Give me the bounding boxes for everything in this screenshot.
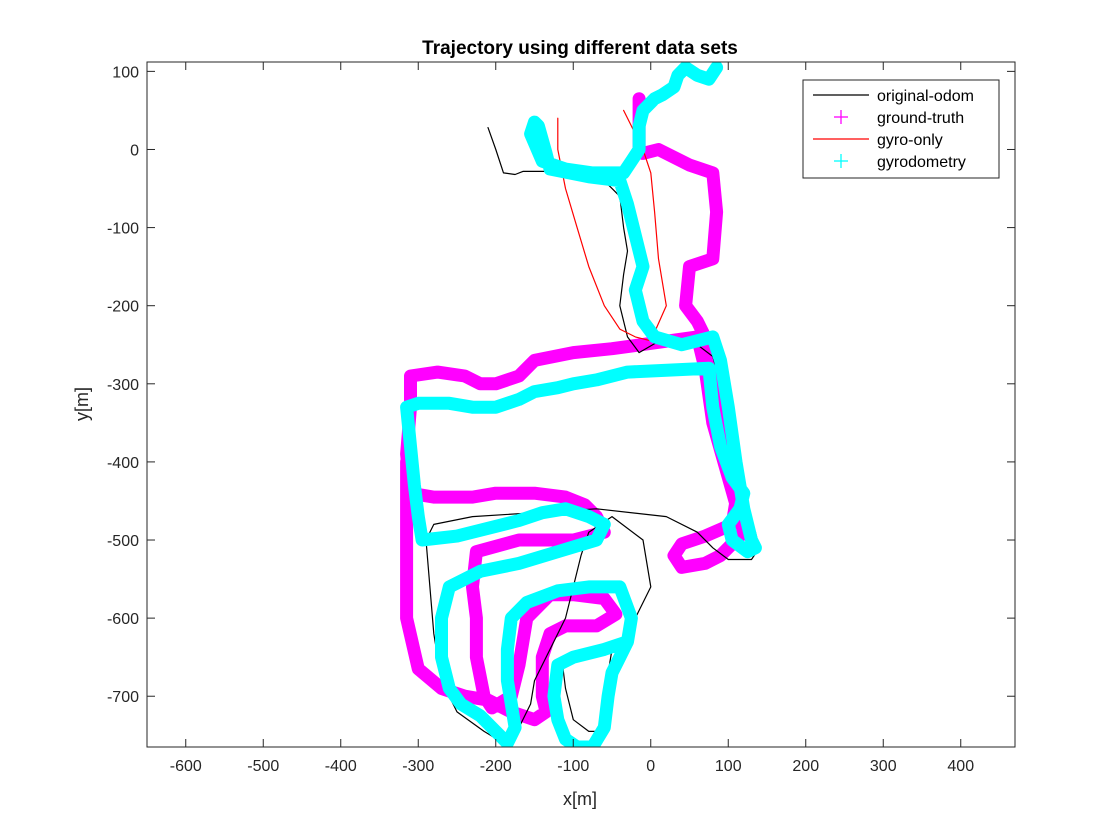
chart-title: Trajectory using different data sets bbox=[422, 38, 738, 59]
x-tick-label: 300 bbox=[870, 758, 897, 775]
y-axis-label: y[m] bbox=[72, 387, 92, 421]
y-axis: -700 -600 -500 -400 -300 -200 -100 0 100 bbox=[107, 64, 1015, 706]
legend-label: original-odom bbox=[877, 88, 974, 105]
x-tick-label: -600 bbox=[170, 758, 202, 775]
x-tick-label: -200 bbox=[480, 758, 512, 775]
y-tick-label: 0 bbox=[130, 142, 139, 159]
series-layer bbox=[400, 62, 762, 747]
x-tick-label: -500 bbox=[247, 758, 279, 775]
legend-plus-marker bbox=[834, 110, 848, 124]
y-tick-label: -300 bbox=[107, 377, 139, 394]
x-tick-label: 400 bbox=[947, 758, 974, 775]
y-tick-label: -500 bbox=[107, 533, 139, 550]
legend-label: gyro-only bbox=[877, 132, 943, 149]
x-tick-label: -400 bbox=[325, 758, 357, 775]
x-tick-label: -100 bbox=[557, 758, 589, 775]
y-tick-label: -400 bbox=[107, 455, 139, 472]
y-tick-label: -600 bbox=[107, 611, 139, 628]
y-tick-label: -700 bbox=[107, 689, 139, 706]
axes-box bbox=[146, 61, 1016, 748]
series-gyrodometry-path bbox=[400, 62, 762, 747]
x-tick-label: 0 bbox=[646, 758, 655, 775]
legend-plus-marker bbox=[834, 154, 848, 168]
x-axis-label: x[m] bbox=[563, 789, 597, 809]
legend-label: ground-truth bbox=[877, 110, 964, 127]
x-tick-label: -300 bbox=[402, 758, 434, 775]
y-tick-label: 100 bbox=[112, 64, 139, 81]
series-gyro-only-path bbox=[557, 109, 667, 342]
legend-label: gyrodometry bbox=[877, 154, 966, 171]
x-tick-label: 200 bbox=[792, 758, 819, 775]
y-tick-label: -100 bbox=[107, 221, 139, 238]
legend: original-odom ground-truth gyro-only gyrodo… bbox=[802, 79, 1000, 179]
x-tick-label: 100 bbox=[715, 758, 742, 775]
y-tick-label: -200 bbox=[107, 299, 139, 316]
legend-box bbox=[802, 79, 1000, 179]
x-axis: -600 -500 -400 -300 -200 -100 0 100 200 300 400 bbox=[170, 62, 974, 775]
